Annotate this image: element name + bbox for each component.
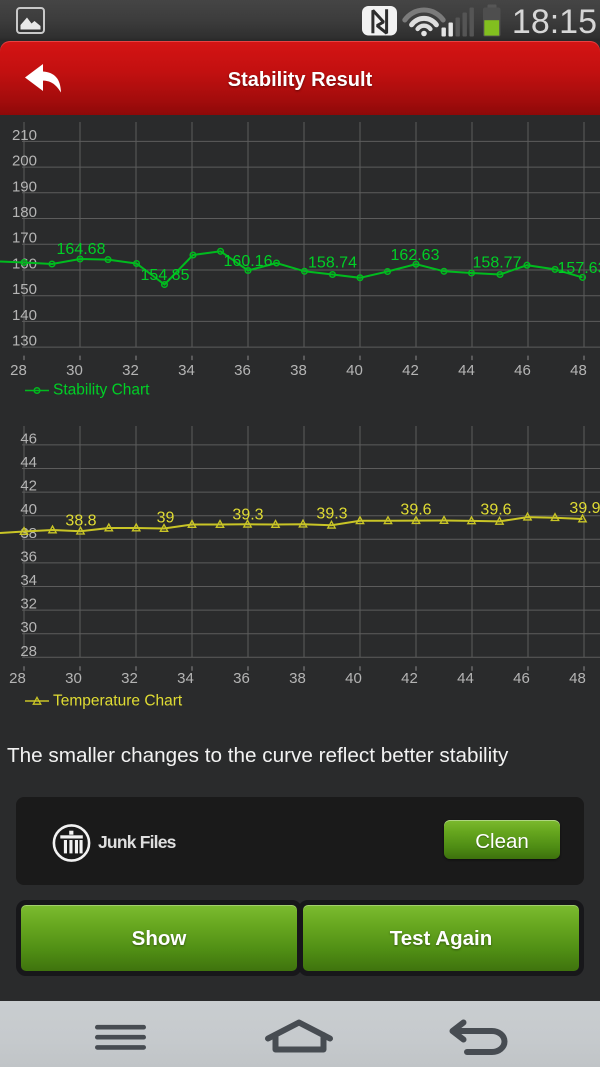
svg-text:28: 28	[10, 362, 27, 379]
svg-text:42: 42	[20, 478, 37, 495]
svg-text:46: 46	[513, 670, 530, 687]
svg-text:39.3: 39.3	[232, 507, 263, 524]
svg-text:42: 42	[401, 670, 418, 687]
svg-text:44: 44	[457, 670, 474, 687]
svg-text:34: 34	[20, 572, 37, 589]
svg-text:46: 46	[514, 362, 531, 379]
svg-text:162.63: 162.63	[391, 247, 440, 264]
svg-text:39: 39	[157, 510, 175, 527]
svg-text:38: 38	[289, 670, 306, 687]
svg-text:44: 44	[458, 362, 475, 379]
svg-text:34: 34	[178, 362, 195, 379]
svg-text:32: 32	[121, 670, 138, 687]
svg-text:Temperature Chart: Temperature Chart	[53, 693, 183, 710]
svg-text:170: 170	[12, 230, 37, 247]
svg-text:160.16: 160.16	[224, 253, 273, 270]
svg-text:44: 44	[20, 454, 37, 471]
svg-text:30: 30	[65, 670, 82, 687]
svg-text:210: 210	[12, 127, 37, 144]
svg-text:158.74: 158.74	[308, 255, 357, 272]
svg-text:36: 36	[20, 548, 37, 565]
svg-text:Stability Chart: Stability Chart	[53, 382, 150, 399]
svg-text:39.6: 39.6	[480, 502, 511, 519]
svg-text:150: 150	[12, 281, 37, 298]
svg-text:42: 42	[402, 362, 419, 379]
svg-text:158.77: 158.77	[473, 255, 522, 272]
svg-text:130: 130	[12, 333, 37, 350]
svg-text:32: 32	[122, 362, 139, 379]
svg-text:164.68: 164.68	[57, 241, 106, 258]
svg-text:39.9: 39.9	[569, 500, 600, 517]
svg-text:34: 34	[177, 670, 194, 687]
svg-text:38: 38	[20, 525, 37, 542]
svg-text:180: 180	[12, 204, 37, 221]
svg-text:154.85: 154.85	[141, 267, 190, 284]
svg-text:40: 40	[20, 501, 37, 518]
svg-text:157.63: 157.63	[558, 260, 600, 277]
svg-text:38.8: 38.8	[65, 513, 96, 530]
svg-text:30: 30	[20, 619, 37, 636]
svg-text:28: 28	[20, 643, 37, 660]
svg-text:46: 46	[20, 430, 37, 447]
svg-text:28: 28	[9, 670, 26, 687]
svg-text:36: 36	[233, 670, 250, 687]
svg-text:48: 48	[569, 670, 586, 687]
svg-text:36: 36	[234, 362, 251, 379]
svg-text:32: 32	[20, 596, 37, 613]
svg-text:200: 200	[12, 153, 37, 170]
svg-text:39.6: 39.6	[400, 502, 431, 519]
svg-text:140: 140	[12, 307, 37, 324]
svg-text:38: 38	[290, 362, 307, 379]
svg-text:48: 48	[570, 362, 587, 379]
svg-text:40: 40	[346, 362, 363, 379]
svg-text:160: 160	[12, 256, 37, 273]
svg-text:39.3: 39.3	[316, 506, 347, 523]
svg-text:190: 190	[12, 178, 37, 195]
svg-text:40: 40	[345, 670, 362, 687]
svg-text:30: 30	[66, 362, 83, 379]
